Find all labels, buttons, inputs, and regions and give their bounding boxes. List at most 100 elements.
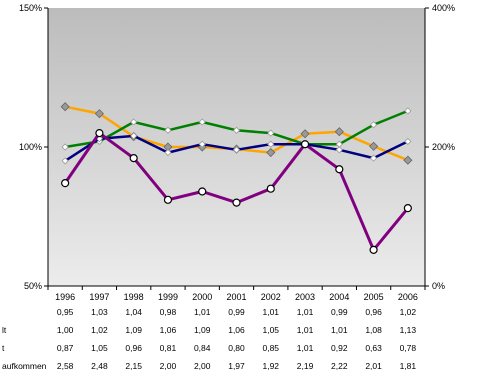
table-cell: 2,19 [297,361,314,371]
data-point [369,141,379,151]
data-point [60,102,70,112]
data-point [266,147,276,158]
table-cell: 1,03 [91,307,108,317]
data-point [61,157,69,165]
data-point [232,146,241,154]
table-cell: 1,01 [297,325,314,335]
x-tick-label: 1997 [89,292,109,302]
data-point [130,132,138,140]
table-cell: 1,13 [400,325,417,335]
table-cell: 1,04 [125,307,142,317]
x-tick-label: 1999 [158,292,178,302]
table-cell: 1,06 [228,325,245,335]
right-tick-label: 0% [432,281,445,291]
data-point [130,118,138,126]
data-point [300,129,310,139]
table-cell: 2,58 [57,361,74,371]
table-cell: 2,01 [365,361,382,371]
x-tick-label: 2002 [261,292,281,302]
table-row-label: aufkommen [2,361,47,371]
data-point [267,140,275,148]
data-point [404,107,412,115]
table-cell: 0,84 [194,343,211,353]
data-point [370,154,378,162]
table-cell: 1,09 [194,325,211,335]
data-point [129,154,138,163]
data-point [403,204,412,213]
table-cell: 1,81 [400,361,417,371]
table-cell: 1,92 [262,361,279,371]
data-point [198,187,207,196]
data-point [163,195,173,204]
data-point [164,126,172,134]
left-tick-label: 50% [24,281,42,291]
data-point [94,109,104,119]
x-tick-label: 2005 [364,292,384,302]
table-cell: 0,98 [160,307,177,317]
right-tick-label: 400% [432,3,455,13]
table-cell: 1,08 [365,325,382,335]
data-point [61,143,69,151]
table-cell: 1,01 [331,325,348,335]
data-point [232,198,241,207]
table-cell: 1,01 [194,307,211,317]
table-cell: 0,96 [365,307,382,317]
x-tick-label: 1998 [124,292,144,302]
table-cell: 1,97 [228,361,245,371]
data-point [334,127,344,137]
table-cell: 0,99 [331,307,348,317]
data-point [198,140,206,148]
left-tick-label: 100% [19,142,42,152]
table-cell: 2,22 [331,361,348,371]
right-tick-label: 200% [432,142,455,152]
table-cell: 0,92 [331,343,348,353]
table-cell: 1,06 [160,325,177,335]
table-cell: 1,05 [262,325,279,335]
data-point [335,146,343,154]
table-cell: 2,00 [160,361,177,371]
data-point [369,245,378,254]
table-cell: 0,99 [228,307,245,317]
table-cell: 1,05 [91,343,108,353]
table-cell: 1,01 [262,307,279,317]
table-row-label: lt [2,325,7,335]
table-cell: 2,00 [194,361,211,371]
x-tick-label: 2001 [226,292,246,302]
table-cell: 1,02 [91,325,108,335]
table-cell: 2,15 [125,361,142,371]
table-cell: 0,95 [57,307,74,317]
data-point [232,126,241,134]
data-point [95,129,104,138]
table-cell: 0,87 [57,343,74,353]
table-cell: 1,09 [125,325,142,335]
data-point [267,129,275,137]
table-cell: 1,01 [297,343,314,353]
data-point [300,140,310,149]
left-tick-label: 150% [19,3,42,13]
data-point [164,148,172,157]
data-point [404,137,412,146]
data-point [266,184,275,193]
table-cell: 1,01 [297,307,314,317]
data-point [61,179,70,188]
table-cell: 0,78 [400,343,417,353]
data-point [198,118,206,126]
x-tick-label: 2006 [398,292,418,302]
table-row-label: t [2,343,5,353]
x-tick-label: 2003 [295,292,315,302]
x-tick-label: 1996 [55,292,75,302]
table-cell: 0,85 [262,343,279,353]
table-cell: 0,80 [228,343,245,353]
table-cell: 0,63 [365,343,382,353]
table-cell: 1,02 [400,307,417,317]
table-cell: 1,00 [57,325,74,335]
data-point [335,165,344,174]
table-cell: 0,96 [125,343,142,353]
data-point [370,121,378,129]
x-tick-label: 2004 [329,292,349,302]
x-tick-label: 2000 [192,292,212,302]
table-cell: 2,48 [91,361,108,371]
data-point [403,155,413,165]
table-cell: 0,81 [160,343,177,353]
